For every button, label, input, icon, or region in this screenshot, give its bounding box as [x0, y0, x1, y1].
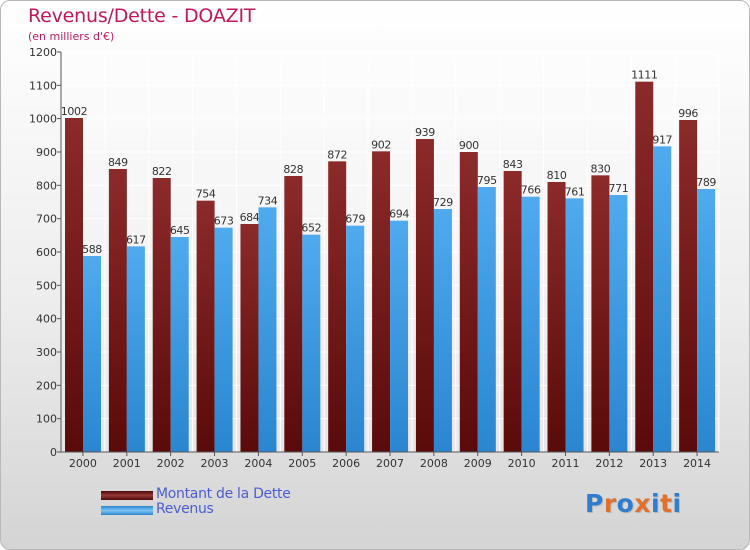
- y-tick-label: 600: [36, 246, 57, 259]
- data-label-revenus: 917: [652, 133, 672, 146]
- data-label-dette: 1002: [61, 105, 87, 118]
- x-tick-label: 2014: [683, 457, 711, 470]
- data-label-revenus: 734: [258, 194, 278, 207]
- x-tick-label: 2007: [376, 457, 404, 470]
- data-label-revenus: 789: [696, 176, 716, 189]
- y-tick-label: 0: [50, 446, 57, 459]
- bar-revenus: [170, 237, 189, 452]
- proxiti-logo: Proxiti: [585, 489, 682, 518]
- bar-revenus: [346, 225, 365, 452]
- y-tick-label: 100: [36, 413, 57, 426]
- bar-revenus: [433, 209, 452, 452]
- bar-dette: [152, 178, 171, 452]
- y-tick-label: 700: [36, 213, 57, 226]
- y-tick-label: 400: [36, 313, 57, 326]
- legend-swatch-revenus: [101, 506, 153, 515]
- legend-label-dette: Montant de la Dette: [156, 486, 291, 502]
- data-label-dette: 849: [108, 156, 128, 169]
- bar-revenus: [302, 234, 321, 452]
- bar-dette: [547, 182, 566, 452]
- data-label-dette: 939: [415, 126, 435, 139]
- data-label-revenus: 795: [477, 174, 497, 187]
- data-label-dette: 822: [152, 165, 172, 178]
- bar-revenus: [258, 207, 277, 452]
- bar-revenus: [653, 146, 672, 453]
- data-label-dette: 830: [591, 162, 611, 175]
- data-label-dette: 902: [371, 138, 391, 151]
- x-tick-label: 2010: [508, 457, 536, 470]
- bar-revenus: [214, 227, 233, 452]
- bar-dette: [328, 161, 347, 453]
- bar-revenus: [126, 246, 145, 452]
- data-label-revenus: 771: [609, 182, 629, 195]
- bar-dette: [591, 175, 610, 453]
- x-tick-label: 2012: [595, 457, 623, 470]
- x-tick-label: 2006: [332, 457, 360, 470]
- data-label-dette: 872: [327, 148, 347, 161]
- bar-dette: [196, 200, 215, 452]
- data-label-revenus: 694: [389, 208, 409, 221]
- bar-revenus: [477, 187, 496, 452]
- bar-dette: [240, 224, 259, 452]
- data-label-revenus: 617: [126, 233, 146, 246]
- x-tick-label: 2005: [288, 457, 316, 470]
- y-tick-label: 1100: [29, 79, 57, 92]
- data-label-dette: 1111: [631, 69, 657, 82]
- bar-dette: [65, 118, 83, 452]
- x-tick-label: 2008: [420, 457, 448, 470]
- bar-dette: [503, 171, 522, 452]
- data-label-revenus: 588: [82, 243, 102, 256]
- data-label-revenus: 729: [433, 196, 453, 209]
- bar-revenus: [83, 256, 101, 452]
- x-tick-label: 2002: [157, 457, 185, 470]
- data-label-revenus: 761: [565, 185, 585, 198]
- y-tick-label: 1000: [29, 113, 57, 126]
- y-tick-label: 800: [36, 179, 57, 192]
- y-tick-label: 1200: [29, 46, 57, 59]
- x-tick-label: 2009: [464, 457, 492, 470]
- y-tick-label: 500: [36, 279, 57, 292]
- bar-dette: [284, 176, 303, 452]
- x-tick-label: 2004: [244, 457, 272, 470]
- legend-label-revenus: Revenus: [156, 501, 214, 517]
- data-label-dette: 843: [503, 158, 523, 171]
- data-label-revenus: 645: [170, 224, 190, 237]
- data-label-revenus: 673: [214, 215, 234, 228]
- data-label-revenus: 652: [301, 222, 321, 235]
- chart-title: Revenus/Dette - DOAZIT: [28, 5, 256, 27]
- data-label-dette: 684: [240, 211, 260, 224]
- data-label-dette: 900: [459, 139, 479, 152]
- data-label-dette: 754: [196, 188, 216, 201]
- bar-dette: [372, 151, 391, 453]
- bar-revenus: [521, 196, 540, 452]
- bar-revenus: [565, 198, 584, 452]
- x-tick-label: 2001: [113, 457, 141, 470]
- data-label-revenus: 766: [521, 184, 541, 197]
- y-tick-label: 900: [36, 146, 57, 159]
- y-tick-label: 300: [36, 346, 57, 359]
- chart-subtitle: (en milliers d'€): [28, 30, 115, 43]
- y-tick-label: 200: [36, 379, 57, 392]
- data-label-dette: 810: [547, 169, 567, 182]
- bar-dette: [459, 152, 478, 452]
- bar-revenus: [609, 195, 628, 452]
- legend-swatch-dette: [101, 491, 153, 500]
- bar-revenus: [390, 220, 409, 452]
- data-label-dette: 996: [678, 107, 698, 120]
- bar-dette: [679, 120, 698, 452]
- bar-dette: [415, 139, 434, 452]
- bar-dette: [635, 81, 654, 453]
- data-label-dette: 828: [283, 163, 303, 176]
- bar-revenus: [697, 189, 716, 452]
- x-tick-label: 2011: [551, 457, 579, 470]
- x-tick-label: 2000: [69, 457, 97, 470]
- x-tick-label: 2003: [201, 457, 229, 470]
- x-tick-label: 2013: [639, 457, 667, 470]
- bar-dette: [108, 169, 127, 452]
- data-label-revenus: 679: [345, 213, 365, 226]
